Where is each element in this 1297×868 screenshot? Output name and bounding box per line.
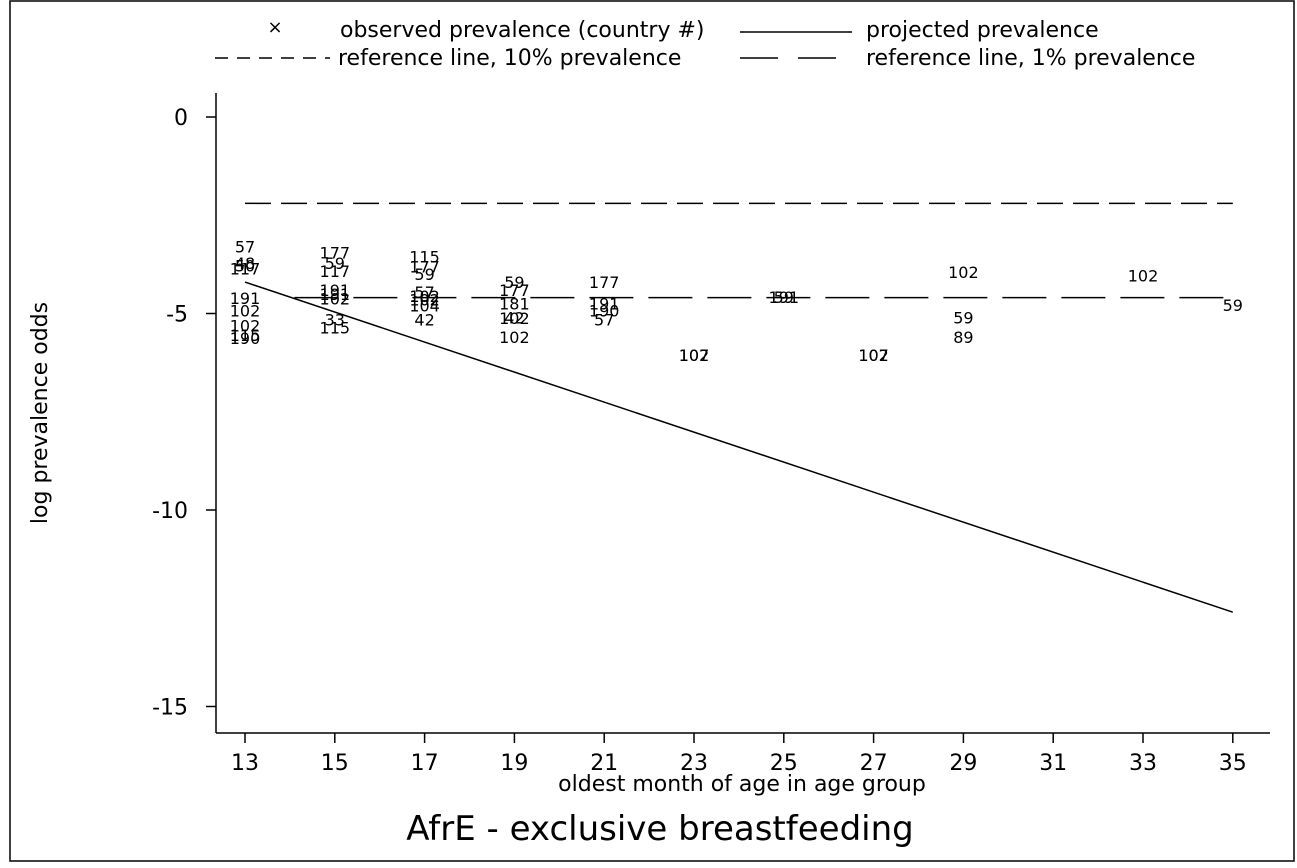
- legend-label-projected: projected prevalence: [866, 18, 1099, 43]
- observed-point-label: 107: [858, 346, 889, 365]
- y-tick-label: -10: [152, 499, 188, 524]
- x-tick-label: 15: [321, 751, 349, 776]
- observed-point-label: 59: [774, 288, 794, 307]
- observed-point-label: 102: [409, 291, 440, 310]
- observed-point-label: 177: [589, 273, 620, 292]
- observed-point-label: 102: [409, 287, 440, 306]
- observed-point-label: 57: [414, 283, 434, 302]
- observed-point-label: 102: [320, 290, 351, 309]
- observed-point-label: 191: [769, 288, 800, 307]
- chart-border: [9, 0, 1295, 862]
- x-tick-label: 17: [411, 751, 439, 776]
- observed-point-label: 102: [1128, 266, 1159, 285]
- observed-point-label: 177: [409, 257, 440, 276]
- observed-point-label: 33: [325, 310, 345, 329]
- observed-point-label: 102: [858, 346, 889, 365]
- legend: × observed prevalence (country #) projec…: [215, 17, 1195, 71]
- observed-point-label: 102: [499, 328, 530, 347]
- observed-point-label: 59: [953, 308, 973, 327]
- observed-point-label: 191: [320, 281, 351, 300]
- observed-point-label: 102: [679, 346, 710, 365]
- observed-point-label: 115: [409, 248, 440, 267]
- x-tick-label: 31: [1039, 751, 1067, 776]
- observed-point-label: 57: [235, 238, 255, 257]
- observed-point-label: 59: [325, 254, 345, 273]
- x-tick-label: 19: [500, 751, 528, 776]
- y-tick-label: 0: [174, 106, 188, 131]
- observed-point-label: 190: [230, 329, 261, 348]
- observed-point-label: 57: [594, 310, 614, 329]
- observed-point-label: 191: [589, 295, 620, 314]
- observed-point-label: 115: [230, 326, 261, 345]
- projected-line-group: [244, 281, 1234, 613]
- observed-point-label: 191: [230, 289, 261, 308]
- observed-point-label: 190: [589, 301, 620, 320]
- legend-marker-observed: ×: [267, 17, 282, 38]
- observed-point-label: 107: [679, 346, 710, 365]
- y-tick-label: -5: [166, 303, 188, 328]
- x-tick-label: 29: [949, 751, 977, 776]
- y-tick-label: -15: [152, 696, 188, 721]
- x-tick-label: 35: [1219, 751, 1247, 776]
- observed-point-label: 102: [230, 316, 261, 335]
- x-axis-title: oldest month of age in age group: [558, 772, 926, 797]
- x-tick-label: 13: [231, 751, 259, 776]
- x-ticks: 13 15 17 19 21 23 25 27 29 31 33 35: [231, 733, 1247, 776]
- observed-point-label: 42: [414, 310, 434, 329]
- x-tick-label: 23: [680, 751, 708, 776]
- observed-point-label: 102: [948, 263, 979, 282]
- legend-label-observed: observed prevalence (country #): [340, 18, 704, 43]
- observed-point-label: 181: [499, 295, 530, 314]
- legend-label-ref1: reference line, 1% prevalence: [866, 46, 1195, 71]
- observed-point-label: 115: [320, 318, 351, 337]
- observed-point-label: 59: [1223, 296, 1243, 315]
- x-tick-label: 33: [1129, 751, 1157, 776]
- legend-label-ref10: reference line, 10% prevalence: [338, 46, 681, 71]
- projected-prevalence-line: [244, 281, 1234, 613]
- observed-point-label: 104: [409, 297, 440, 316]
- observed-point-label: 117: [320, 262, 351, 281]
- y-axis-title: log prevalence odds: [28, 302, 53, 524]
- observed-point-label: 117: [230, 259, 261, 278]
- x-tick-label: 27: [860, 751, 888, 776]
- y-ticks: 0 -5 -10 -15: [152, 106, 216, 721]
- reference-lines: [245, 202, 1233, 299]
- observed-point-label: 48: [235, 254, 255, 273]
- observed-point-label: 42: [504, 308, 524, 327]
- observed-point-label: 50: [235, 257, 255, 276]
- observed-point-label: 89: [953, 328, 973, 347]
- observed-point-label: 191: [320, 285, 351, 304]
- observed-point-label: 59: [504, 273, 524, 292]
- observed-point-label: 177: [499, 281, 530, 300]
- observed-point-label: 59: [414, 265, 434, 284]
- chart-title: AfrE - exclusive breastfeeding: [406, 809, 913, 849]
- observed-point-label: 177: [320, 244, 351, 263]
- x-tick-label: 25: [770, 751, 798, 776]
- observed-points: 5748501171911021021151901775911719119110…: [230, 238, 1243, 365]
- x-tick-label: 21: [590, 751, 618, 776]
- observed-point-label: 102: [499, 309, 530, 328]
- observed-point-label: 102: [230, 301, 261, 320]
